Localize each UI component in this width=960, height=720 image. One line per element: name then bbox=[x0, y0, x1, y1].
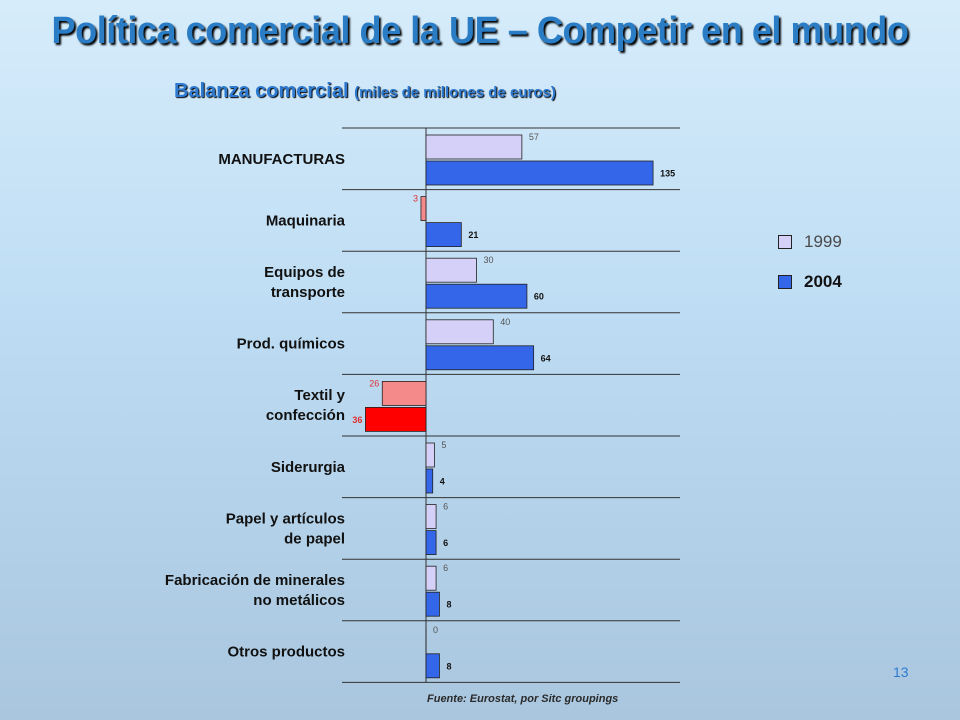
bar-2004 bbox=[425, 160, 654, 186]
data-label-1999: 3 bbox=[413, 194, 418, 204]
category-label-line: Textil y bbox=[294, 387, 345, 404]
legend-label-1999: 1999 bbox=[804, 232, 842, 251]
source-note: Fuente: Eurostat, por Sitc groupings bbox=[427, 693, 619, 705]
data-label-2004: 64 bbox=[541, 353, 551, 363]
data-label-1999: 30 bbox=[483, 255, 493, 265]
bar-2004 bbox=[425, 530, 437, 555]
bar-2004 bbox=[425, 468, 434, 494]
category-label: Textil y confección bbox=[266, 387, 346, 424]
category-label-line: no metálicos bbox=[253, 592, 345, 609]
bar-2004 bbox=[425, 222, 462, 248]
category-label: Otros productos bbox=[227, 644, 345, 661]
page-number: 13 bbox=[893, 664, 909, 680]
data-label-2004: 135 bbox=[660, 169, 675, 179]
data-label-2004: 4 bbox=[440, 477, 445, 487]
data-label-1999: 40 bbox=[500, 317, 510, 327]
category-label: Maquinaria bbox=[266, 212, 346, 229]
category-label: Siderurgia bbox=[271, 459, 346, 476]
bar-1999 bbox=[425, 442, 435, 468]
slide-title: Política comercial de la UE – Competir e… bbox=[51, 10, 909, 52]
data-label-2004: 8 bbox=[446, 600, 451, 610]
data-label-1999: 5 bbox=[441, 440, 446, 450]
bar-1999 bbox=[425, 134, 523, 160]
bar-2004 bbox=[365, 406, 427, 432]
category-label-line: Fabricación de minerales bbox=[165, 572, 345, 589]
subtitle-text: Balanza comercial bbox=[174, 80, 349, 102]
legend-item-1999: 1999 bbox=[778, 232, 842, 252]
category-label: MANUFACTURAS bbox=[218, 151, 345, 168]
bar-2004 bbox=[425, 283, 528, 309]
category-label-line: Prod. químicos bbox=[237, 336, 345, 353]
data-label-1999: 57 bbox=[529, 132, 539, 142]
bar-2004 bbox=[425, 653, 440, 679]
bar-1999 bbox=[425, 257, 477, 283]
category-label-line: Otros productos bbox=[227, 644, 345, 661]
bar-1999 bbox=[425, 565, 437, 591]
category-label: Prod. químicos bbox=[237, 336, 345, 353]
bar-2004 bbox=[425, 345, 535, 371]
category-label-line: Equipos de bbox=[264, 264, 345, 281]
bar-1999 bbox=[381, 380, 427, 406]
legend-swatch-1999 bbox=[778, 235, 792, 249]
bar-1999 bbox=[425, 504, 437, 530]
bar-1999 bbox=[420, 196, 427, 222]
bar-1999 bbox=[425, 319, 494, 345]
data-label-1999: 0 bbox=[433, 625, 438, 635]
data-label-2004: 21 bbox=[468, 230, 478, 240]
category-label-line: de papel bbox=[284, 530, 345, 547]
data-label-2004: 6 bbox=[443, 538, 448, 548]
category-label-line: Siderurgia bbox=[271, 459, 346, 476]
data-label-2004: 8 bbox=[446, 661, 451, 671]
legend-item-2004: 2004 bbox=[778, 272, 842, 292]
category-label-line: Papel y artículos bbox=[226, 510, 345, 527]
legend-label-2004: 2004 bbox=[804, 272, 842, 291]
data-label-1999: 6 bbox=[443, 502, 448, 512]
data-label-2004: 60 bbox=[534, 292, 544, 302]
category-label-line: MANUFACTURAS bbox=[218, 151, 345, 168]
category-label: Equipos de transporte bbox=[264, 264, 345, 301]
data-label-1999: 6 bbox=[443, 563, 448, 573]
category-label-line: confección bbox=[266, 407, 345, 424]
category-label-line: transporte bbox=[271, 284, 345, 301]
bar-2004 bbox=[425, 591, 440, 617]
data-label-1999: 26 bbox=[369, 378, 379, 388]
data-label-2004: 36 bbox=[352, 415, 362, 425]
category-label: Fabricación de minerales no metálicos bbox=[165, 572, 345, 609]
chart-subtitle: Balanza comercial (miles de millones de … bbox=[174, 80, 556, 103]
subtitle-unit: (miles de millones de euros) bbox=[354, 84, 556, 101]
category-label-line: Maquinaria bbox=[266, 212, 346, 229]
legend-swatch-2004 bbox=[778, 275, 792, 289]
category-label: Papel y artículos de papel bbox=[226, 510, 345, 547]
